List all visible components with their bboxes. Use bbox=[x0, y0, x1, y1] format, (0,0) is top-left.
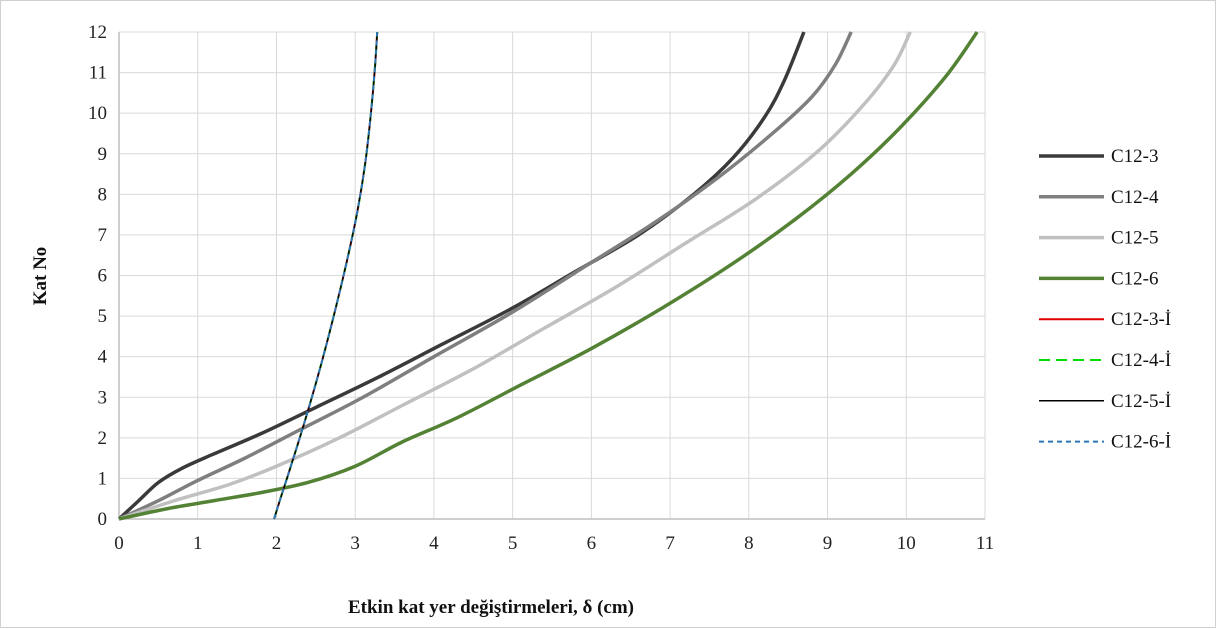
legend-label: C12-5-İ bbox=[1111, 391, 1171, 412]
y-tick-label: 9 bbox=[98, 144, 108, 165]
y-tick-label: 6 bbox=[98, 266, 108, 287]
x-tick-label: 0 bbox=[114, 533, 124, 554]
y-tick-label: 4 bbox=[98, 347, 108, 368]
y-tick-label: 10 bbox=[88, 103, 107, 124]
x-tick-label: 9 bbox=[823, 533, 833, 554]
x-tick-label: 4 bbox=[429, 533, 439, 554]
series-line-c12-6-i- bbox=[273, 31, 379, 520]
x-tick-label: 10 bbox=[897, 533, 916, 554]
y-axis-title: Kat No bbox=[30, 247, 51, 306]
legend-label: C12-3 bbox=[1111, 146, 1159, 167]
x-tick-label: 6 bbox=[587, 533, 597, 554]
x-tick-label: 3 bbox=[350, 533, 360, 554]
legend-label: C12-4 bbox=[1111, 187, 1159, 208]
legend: C12-3 C12-4 C12-5 C12-6 C12-3-İ C12-4-İ C12-5-… bbox=[1039, 146, 1171, 453]
y-tick-label: 2 bbox=[98, 428, 108, 449]
y-tick-label: 7 bbox=[98, 225, 108, 246]
y-tick-label: 1 bbox=[98, 468, 108, 489]
series-line-c12-3 bbox=[117, 31, 806, 521]
x-tick-label: 7 bbox=[665, 533, 675, 554]
series-line-c12-6 bbox=[118, 30, 979, 521]
legend-label: C12-3-İ bbox=[1111, 309, 1171, 330]
x-tick-label: 1 bbox=[193, 533, 203, 554]
legend-label: C12-6 bbox=[1111, 268, 1159, 289]
x-tick-label: 11 bbox=[976, 533, 994, 554]
legend-label: C12-5 bbox=[1111, 228, 1159, 249]
y-tick-label: 12 bbox=[88, 22, 107, 43]
x-tick-label: 8 bbox=[744, 533, 754, 554]
x-tick-label: 5 bbox=[508, 533, 518, 554]
series-lines bbox=[117, 30, 979, 521]
x-axis-title: Etkin kat yer değiştirmeleri, δ (cm) bbox=[348, 597, 634, 618]
legend-label: C12-4-İ bbox=[1111, 350, 1171, 371]
grid bbox=[118, 31, 986, 520]
legend-label: C12-6-İ bbox=[1111, 432, 1171, 453]
y-tick-label: 8 bbox=[98, 184, 108, 205]
y-tick-label: 11 bbox=[89, 63, 107, 84]
y-tick-label: 3 bbox=[98, 387, 108, 408]
series-line-c12-5 bbox=[118, 31, 912, 521]
series-line-c12-4 bbox=[118, 31, 853, 521]
y-tick-label: 0 bbox=[98, 509, 108, 530]
y-tick-label: 5 bbox=[98, 306, 108, 327]
x-tick-label: 2 bbox=[272, 533, 282, 554]
